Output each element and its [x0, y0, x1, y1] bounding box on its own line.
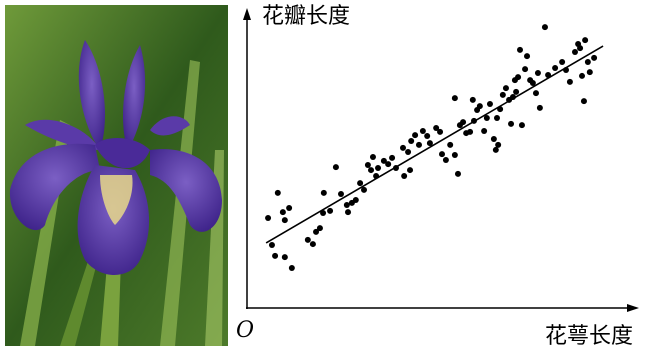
y-axis-arrow [243, 8, 251, 20]
point [591, 54, 598, 61]
point [492, 146, 499, 153]
point [433, 125, 440, 132]
point [368, 167, 375, 174]
point [332, 164, 339, 171]
point [279, 209, 286, 216]
point [522, 66, 529, 73]
point [536, 104, 543, 111]
point [451, 95, 458, 102]
point [389, 154, 396, 161]
point [437, 128, 444, 135]
point [415, 141, 422, 148]
point [286, 204, 293, 211]
point [288, 265, 295, 272]
point [327, 207, 334, 214]
point [579, 72, 586, 79]
point [313, 228, 320, 235]
point [316, 225, 323, 232]
iris-photo [5, 5, 228, 346]
point [467, 128, 474, 135]
point [532, 90, 539, 97]
point [580, 98, 587, 105]
point [401, 172, 408, 179]
point [345, 209, 352, 216]
point [493, 114, 500, 121]
point [584, 59, 591, 66]
point [495, 141, 502, 148]
point [476, 103, 483, 110]
point [364, 162, 371, 169]
point [426, 140, 433, 147]
point [375, 164, 382, 171]
point [490, 135, 497, 142]
point [582, 37, 589, 44]
origin-label: O [236, 318, 254, 343]
point [405, 149, 412, 156]
axes [243, 8, 639, 312]
point [486, 101, 493, 108]
point [534, 69, 541, 76]
point [586, 69, 593, 76]
point [469, 96, 476, 103]
point [517, 46, 523, 53]
point [577, 45, 584, 52]
point [272, 252, 279, 259]
point [460, 119, 467, 126]
point [552, 64, 559, 71]
point [447, 141, 454, 148]
point [268, 241, 275, 248]
point [380, 157, 387, 164]
point [320, 209, 327, 216]
point [265, 215, 272, 222]
point [304, 236, 311, 243]
x-axis-arrow [627, 304, 639, 312]
point [274, 189, 281, 196]
point [400, 144, 406, 151]
point [352, 196, 359, 203]
point [515, 74, 522, 81]
point [361, 186, 367, 193]
point [566, 78, 573, 85]
point [442, 157, 449, 163]
point [451, 151, 458, 158]
point [309, 241, 316, 248]
point [571, 48, 578, 55]
fit-line [265, 45, 604, 244]
point [499, 91, 506, 98]
point [541, 24, 548, 31]
x-axis-label: 花萼长度 [545, 324, 633, 349]
point [369, 154, 376, 161]
point [439, 151, 445, 158]
point [559, 59, 566, 66]
point [419, 127, 426, 134]
point [357, 180, 364, 187]
y-axis-label: 花瓣长度 [262, 4, 350, 29]
point [481, 127, 488, 134]
point [513, 88, 520, 95]
point [424, 133, 431, 140]
point [412, 132, 419, 139]
point [320, 189, 327, 196]
point [529, 80, 536, 87]
point [508, 120, 515, 127]
point [502, 85, 509, 92]
point [281, 217, 288, 224]
point [281, 254, 288, 261]
point [454, 170, 461, 177]
point [337, 191, 344, 198]
point [385, 161, 392, 168]
point [407, 167, 414, 174]
point [343, 201, 350, 208]
point [483, 114, 490, 121]
point [408, 138, 415, 145]
point [518, 122, 525, 129]
point [524, 53, 531, 60]
